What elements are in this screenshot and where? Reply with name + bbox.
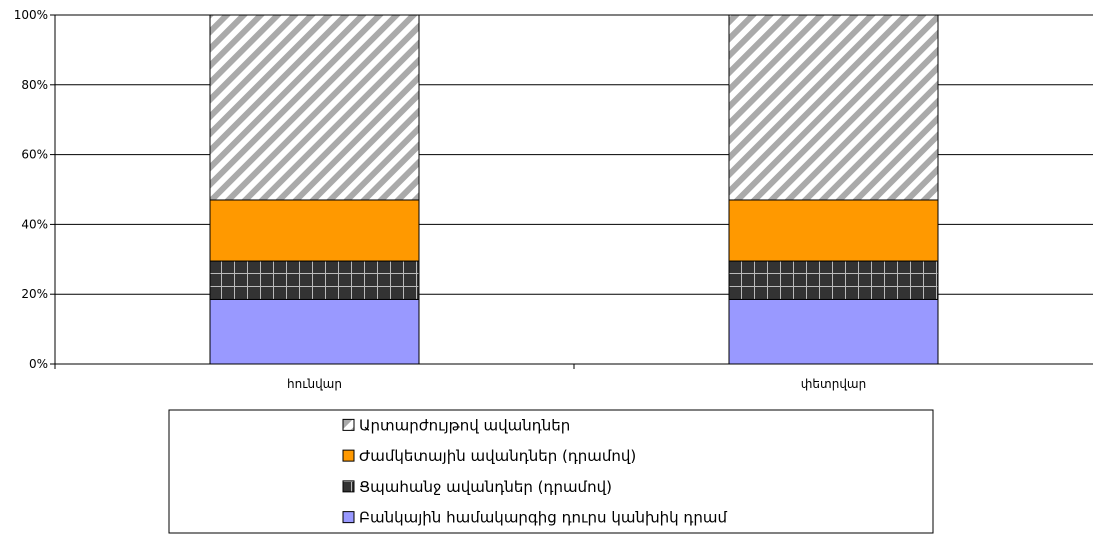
legend-box [168,409,934,534]
x-tick-label: հունվար [287,377,342,391]
y-tick-label: 40% [21,217,48,231]
legend-swatch [342,511,355,524]
bar-segment [209,199,420,262]
bar-segment [728,199,939,262]
bar-segment [728,14,939,201]
legend-label: Արտարժույթով ավանդներ [359,416,570,434]
bar-segment [209,260,420,300]
y-tick-label: 80% [21,78,48,92]
y-tick-label: 20% [21,287,48,301]
legend-label: Ցպահանջ ավանդներ (դրամով) [359,478,612,496]
legend: Արտարժույթով ավանդներ Ժամկետային ավանդներ… [168,409,934,534]
bar-segment [728,260,939,300]
bars [209,14,939,365]
y-tick-label: 0% [29,357,48,371]
legend-label: Ժամկետային ավանդներ (դրամով) [359,447,636,465]
legend-swatch [342,449,355,462]
legend-swatch [342,418,355,431]
legend-swatch [342,480,355,493]
bar-segment [728,298,939,365]
x-tick-label: փետրվար [801,377,866,391]
legend-label: Բանկային համակարգից դուրս կանխիկ դրամ [359,509,727,527]
bar-segment [209,14,420,201]
y-tick-label: 60% [21,148,48,162]
axes [50,14,1093,369]
y-tick-label: 100% [14,8,48,22]
axis-labels: 0% 20% 40% 60% 80% 100% հունվար փետրվար [14,8,867,391]
bar-segment [209,298,420,365]
